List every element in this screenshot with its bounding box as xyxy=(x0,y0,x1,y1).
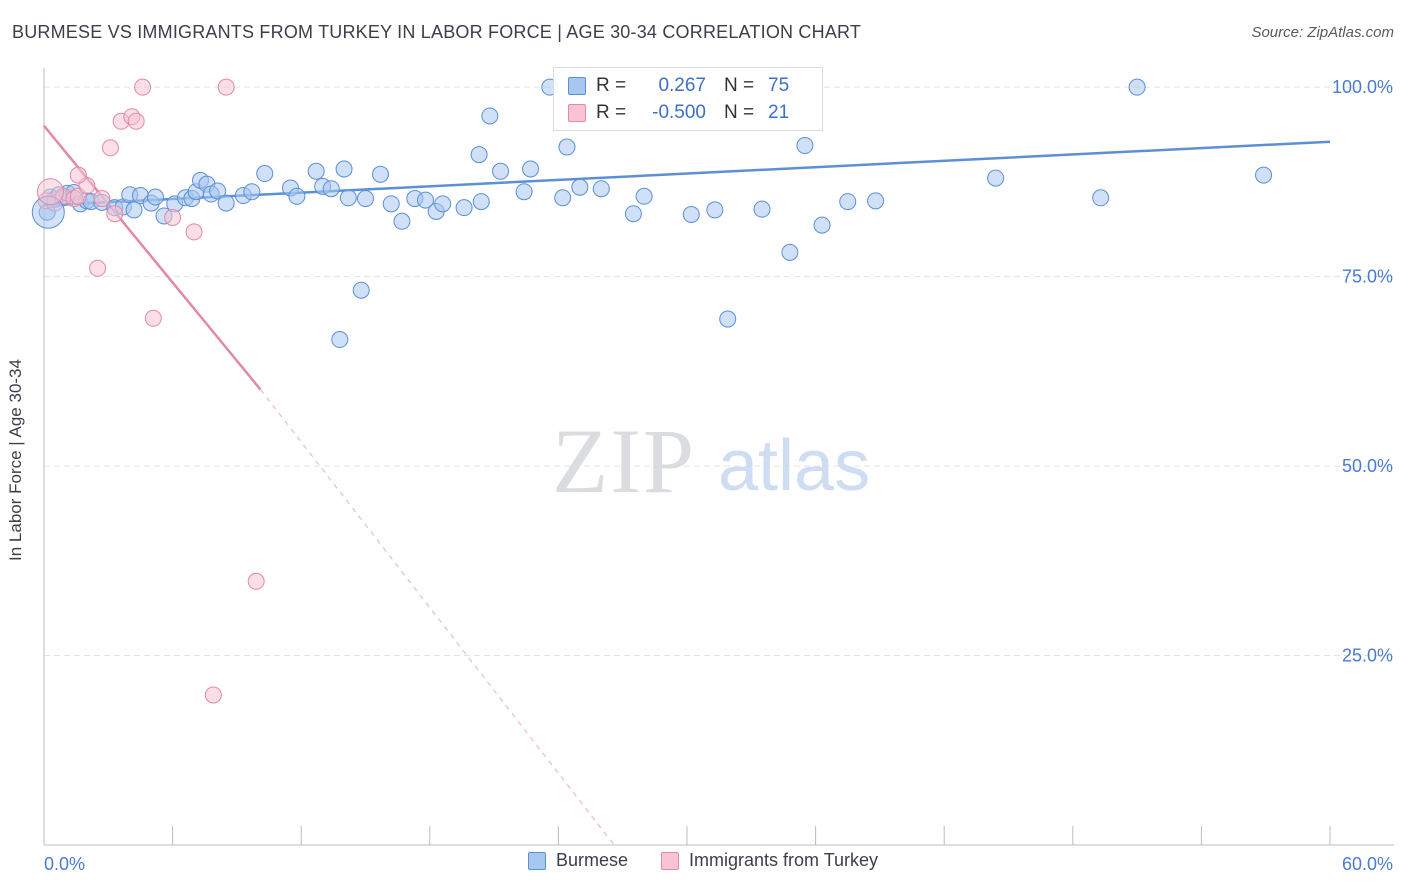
point-burmese xyxy=(417,191,435,209)
point-burmese xyxy=(839,193,857,211)
point-burmese xyxy=(719,310,737,328)
point-burmese xyxy=(515,183,533,201)
n-value: 75 xyxy=(768,75,790,96)
point-burmese xyxy=(372,165,390,183)
y-tick-label: 100.0% xyxy=(1332,77,1393,97)
trend-line-turkey xyxy=(260,389,615,846)
r-label: R = xyxy=(596,102,627,123)
point-burmese xyxy=(592,180,610,198)
stats-swatch-turkey xyxy=(568,104,586,122)
point-burmese xyxy=(796,137,814,155)
legend-label-burmese: Burmese xyxy=(555,850,628,870)
point-burmese xyxy=(813,216,831,234)
x-tick-label: 60.0% xyxy=(1342,854,1393,874)
chart-title: BURMESE VS IMMIGRANTS FROM TURKEY IN LAB… xyxy=(12,22,862,42)
r-label: R = xyxy=(596,75,627,96)
point-burmese xyxy=(339,189,357,207)
stats-legend: R = 0.267 N = 75 R = -0.500 N = 21 xyxy=(553,67,823,131)
n-label: N = xyxy=(724,75,755,96)
point-burmese xyxy=(558,138,576,156)
point-burmese xyxy=(209,182,227,200)
point-burmese xyxy=(146,188,164,206)
point-burmese xyxy=(554,189,572,207)
watermark: ZIP atlas xyxy=(552,410,870,512)
tick-labels: 100.0% 75.0% 50.0% 25.0% 0.0% 60.0% xyxy=(44,77,1393,874)
x-tick-label: 0.0% xyxy=(44,854,85,874)
point-burmese xyxy=(352,281,370,299)
point-burmese xyxy=(1255,166,1273,184)
point-burmese xyxy=(357,190,374,208)
point-burmese xyxy=(243,183,261,201)
legend: Burmese Immigrants from Turkey xyxy=(0,850,1406,875)
point-burmese xyxy=(481,107,499,125)
legend-swatch-turkey xyxy=(661,851,679,870)
point-turkey xyxy=(127,112,145,130)
point-burmese xyxy=(472,193,490,211)
point-burmese xyxy=(682,205,700,223)
point-burmese xyxy=(434,195,452,213)
point-burmese xyxy=(753,200,771,218)
point-burmese xyxy=(393,212,411,230)
point-burmese xyxy=(288,187,306,205)
point-burmese xyxy=(867,192,885,210)
stats-row-burmese: R = 0.267 N = 75 xyxy=(568,73,789,99)
point-turkey xyxy=(101,139,119,157)
point-turkey xyxy=(134,78,152,96)
point-burmese xyxy=(256,165,274,183)
point-turkey xyxy=(69,166,87,184)
point-burmese xyxy=(635,187,653,205)
point-burmese xyxy=(217,194,235,212)
point-turkey xyxy=(204,686,222,704)
r-value: 0.267 xyxy=(658,75,706,96)
y-tick-label: 50.0% xyxy=(1342,456,1393,476)
point-burmese xyxy=(492,162,510,180)
stats-swatch-burmese xyxy=(568,77,586,95)
r-value: -0.500 xyxy=(652,102,706,123)
point-burmese xyxy=(125,201,143,219)
point-turkey xyxy=(164,209,182,227)
point-burmese xyxy=(987,169,1005,187)
legend-swatch-burmese xyxy=(527,851,546,870)
y-tick-label: 25.0% xyxy=(1342,646,1393,666)
data-points xyxy=(31,78,1273,704)
point-burmese xyxy=(335,160,353,178)
point-burmese xyxy=(307,162,325,180)
point-burmese xyxy=(624,205,642,223)
n-value: 21 xyxy=(768,102,790,123)
n-label: N = xyxy=(724,102,755,123)
point-turkey xyxy=(144,309,162,327)
stats-row-turkey: R = -0.500 N = 21 xyxy=(568,100,789,126)
axes xyxy=(43,68,1394,846)
point-burmese xyxy=(781,243,799,261)
y-tick-label: 75.0% xyxy=(1342,267,1393,287)
legend-label-turkey: Immigrants from Turkey xyxy=(689,850,879,870)
point-burmese xyxy=(470,146,488,164)
trend-line-turkey xyxy=(43,125,262,391)
point-turkey xyxy=(93,190,111,208)
point-burmese xyxy=(455,199,473,217)
point-burmese xyxy=(1092,189,1110,207)
point-turkey xyxy=(185,223,203,241)
point-burmese xyxy=(1128,78,1146,96)
point-burmese xyxy=(706,201,724,219)
watermark-zip: ZIP xyxy=(552,410,696,512)
legend-item-turkey[interactable]: Immigrants from Turkey xyxy=(661,850,878,871)
point-burmese xyxy=(331,331,349,349)
source-label: Source: ZipAtlas.com xyxy=(1251,24,1394,41)
point-turkey xyxy=(217,78,235,96)
point-turkey xyxy=(106,205,124,223)
point-turkey xyxy=(89,259,107,277)
point-burmese xyxy=(522,160,540,178)
point-burmese xyxy=(571,178,589,196)
point-turkey xyxy=(247,572,265,590)
point-burmese xyxy=(382,195,400,213)
point-turkey xyxy=(36,178,64,206)
legend-item-burmese[interactable]: Burmese xyxy=(527,850,628,871)
point-burmese xyxy=(322,180,340,198)
watermark-atlas: atlas xyxy=(718,426,870,506)
